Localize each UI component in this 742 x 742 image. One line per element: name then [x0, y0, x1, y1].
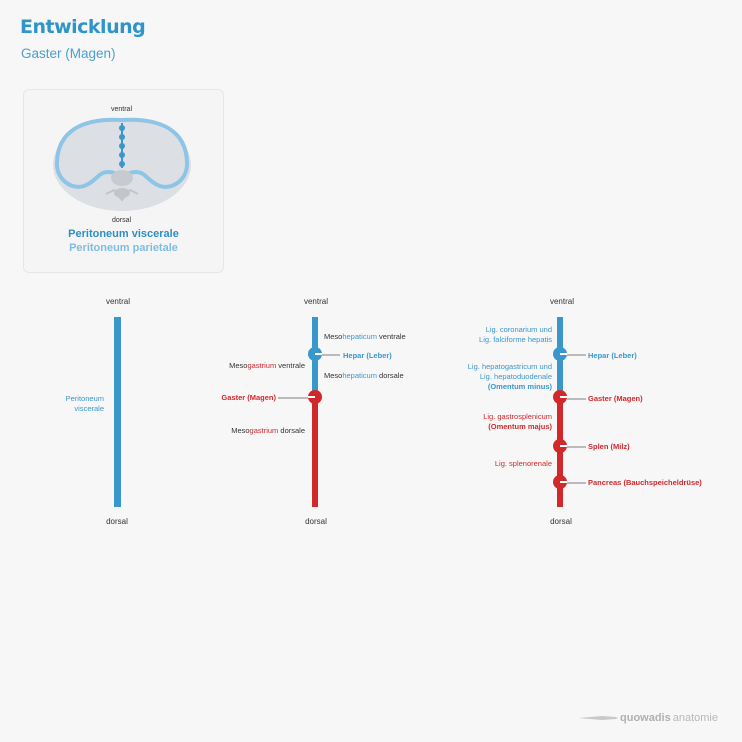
d3-lig-hepatogastricum-1: Lig. hepatogastricum und — [467, 362, 552, 371]
legend-visceral: Peritoneum viscerale — [68, 228, 179, 240]
d3-gaster-label: Gaster (Magen) — [588, 394, 643, 403]
d3-ventral: ventral — [549, 297, 574, 306]
d2-hepar-label: Hepar (Leber) — [343, 351, 392, 360]
legend-card: ventral dorsal Peritoneum viscerale Peri… — [23, 89, 224, 273]
d3-omentum-majus: (Omentum majus) — [488, 422, 552, 431]
d2-mesogastrium-dorsale: Mesogastrium dorsale — [231, 426, 305, 435]
cross-section-illustration — [53, 117, 191, 211]
d3-lig-coronarium-2: Lig. falciforme hepatis — [479, 335, 552, 344]
page-title: Entwicklung — [20, 16, 146, 38]
d3-splen-label: Splen (Milz) — [588, 442, 630, 451]
d3-pancreas-label: Pancreas (Bauchspeicheldrüse) — [588, 478, 702, 487]
d2-gaster-label: Gaster (Magen) — [221, 393, 276, 402]
d1-label-line2: viscerale — [74, 404, 104, 413]
d2-ventral: ventral — [303, 297, 328, 306]
d2-mesohepaticum-dorsale: Mesohepaticum dorsale — [324, 371, 404, 380]
d3-dorsal: dorsal — [550, 517, 572, 526]
brand-name-bold: quowadis — [620, 712, 671, 724]
d3-lig-splenorenale: Lig. splenorenale — [494, 459, 552, 468]
d3-lig-hepatogastricum-2: Lig. hepatoduodenale — [479, 372, 552, 381]
d2-red-bar — [312, 397, 318, 507]
scalpel-icon — [578, 716, 618, 720]
d1-dorsal: dorsal — [106, 517, 128, 526]
d3-hepar-label: Hepar (Leber) — [588, 351, 637, 360]
legend-ventral-label: ventral — [111, 106, 133, 113]
d1-label-line1: Peritoneum — [65, 394, 104, 403]
d2-dorsal: dorsal — [305, 517, 327, 526]
page-subtitle: Gaster (Magen) — [21, 46, 116, 61]
d3-lig-coronarium-1: Lig. coronarium und — [485, 325, 552, 334]
legend-parietal: Peritoneum parietale — [69, 242, 178, 254]
d1-visceral-bar — [114, 317, 121, 507]
legend-dorsal-label: dorsal — [112, 217, 132, 224]
d3-lig-gastrosplenicum: Lig. gastrosplenicum — [483, 412, 552, 421]
d2-mesohepaticum-ventrale: Mesohepaticum ventrale — [324, 332, 406, 341]
brand-name-light: anatomie — [672, 712, 718, 724]
d1-ventral: ventral — [105, 297, 130, 306]
d2-mesogastrium-ventrale: Mesogastrium ventrale — [229, 361, 305, 370]
brand-logo: quowadis anatomie — [578, 712, 718, 724]
d3-omentum-minus: (Omentum minus) — [487, 382, 552, 391]
